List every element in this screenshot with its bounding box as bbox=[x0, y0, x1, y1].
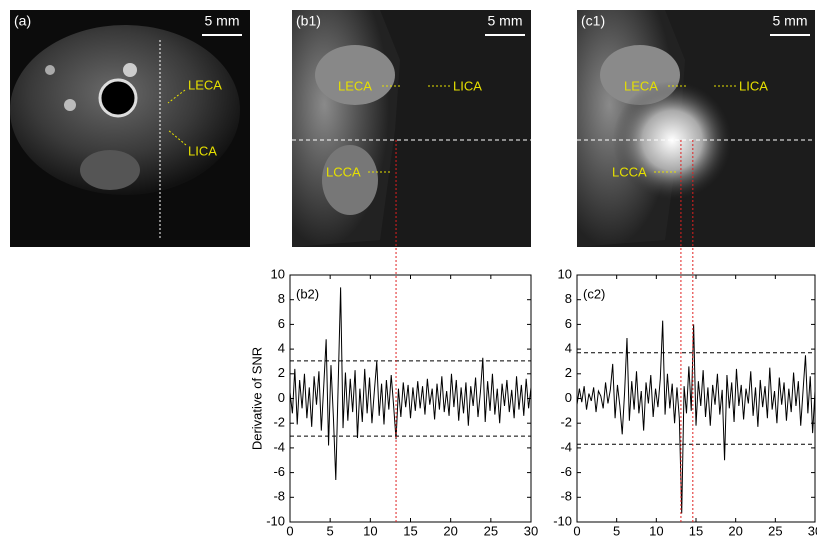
image-b1: (b1) 5 mm LECA LICA LCCA bbox=[292, 10, 531, 247]
y-tick-label: 2 bbox=[565, 365, 572, 380]
annotation: LECA bbox=[188, 77, 222, 92]
x-tick-label: 5 bbox=[327, 523, 334, 538]
y-tick-label: 8 bbox=[278, 291, 285, 306]
x-tick-label: 15 bbox=[403, 523, 417, 538]
annotation: LECA bbox=[624, 78, 658, 93]
annotation: LICA bbox=[453, 78, 482, 93]
y-tick-label: -8 bbox=[273, 489, 285, 504]
y-tick-label: 8 bbox=[565, 291, 572, 306]
x-tick-label: 25 bbox=[768, 523, 782, 538]
y-tick-label: 6 bbox=[278, 316, 285, 331]
y-tick-label: 0 bbox=[565, 390, 572, 405]
y-tick-label: -6 bbox=[273, 464, 285, 479]
y-tick-label: -6 bbox=[560, 464, 572, 479]
image-c1: (c1) 5 mm LECA LICA LCCA bbox=[577, 10, 815, 247]
y-tick-label: 2 bbox=[278, 365, 285, 380]
annotation: LCCA bbox=[612, 164, 647, 179]
y-tick-label: -2 bbox=[560, 415, 572, 430]
y-tick-label: -4 bbox=[273, 439, 285, 454]
panel-label: (b2) bbox=[296, 286, 319, 301]
annotation: LICA bbox=[188, 143, 217, 158]
plot-frame bbox=[289, 274, 532, 523]
scale-label: 5 mm bbox=[205, 13, 240, 29]
x-tick-label: 5 bbox=[613, 523, 620, 538]
annotation: LCCA bbox=[326, 164, 361, 179]
y-tick-label: 10 bbox=[271, 266, 285, 281]
x-tick-label: 15 bbox=[689, 523, 703, 538]
y-tick-label: -10 bbox=[266, 513, 285, 528]
x-tick-label: 0 bbox=[286, 523, 293, 538]
data-line bbox=[289, 287, 532, 481]
x-tick-label: 30 bbox=[524, 523, 538, 538]
x-tick-label: 0 bbox=[573, 523, 580, 538]
x-tick-label: 20 bbox=[443, 523, 457, 538]
y-tick-label: -8 bbox=[560, 489, 572, 504]
y-tick-label: 6 bbox=[565, 316, 572, 331]
annotation: LICA bbox=[739, 78, 768, 93]
y-tick-label: 4 bbox=[565, 341, 572, 356]
y-tick-label: 4 bbox=[278, 341, 285, 356]
y-tick-label: 0 bbox=[278, 390, 285, 405]
panel-label: (c2) bbox=[583, 286, 605, 301]
panel-label: (b1) bbox=[296, 13, 321, 29]
panel-label: (a) bbox=[14, 13, 31, 29]
scale-label: 5 mm bbox=[773, 13, 808, 29]
y-tick-label: -10 bbox=[553, 513, 572, 528]
annotation: LECA bbox=[338, 78, 372, 93]
x-tick-label: 10 bbox=[649, 523, 663, 538]
x-tick-label: 25 bbox=[484, 523, 498, 538]
x-tick-label: 20 bbox=[728, 523, 742, 538]
scale-label: 5 mm bbox=[488, 13, 523, 29]
y-tick-label: -2 bbox=[273, 415, 285, 430]
plot-frame bbox=[576, 274, 816, 523]
data-line bbox=[576, 320, 816, 514]
y-tick-label: -4 bbox=[560, 439, 572, 454]
image-a: (a) 5 mm LECA LICA bbox=[10, 10, 250, 247]
x-tick-label: 10 bbox=[363, 523, 377, 538]
panel-label: (c1) bbox=[581, 13, 605, 29]
x-tick-label: 30 bbox=[808, 523, 817, 538]
y-tick-label: 10 bbox=[558, 266, 572, 281]
y-axis-label: Derivative of SNR bbox=[249, 347, 264, 450]
